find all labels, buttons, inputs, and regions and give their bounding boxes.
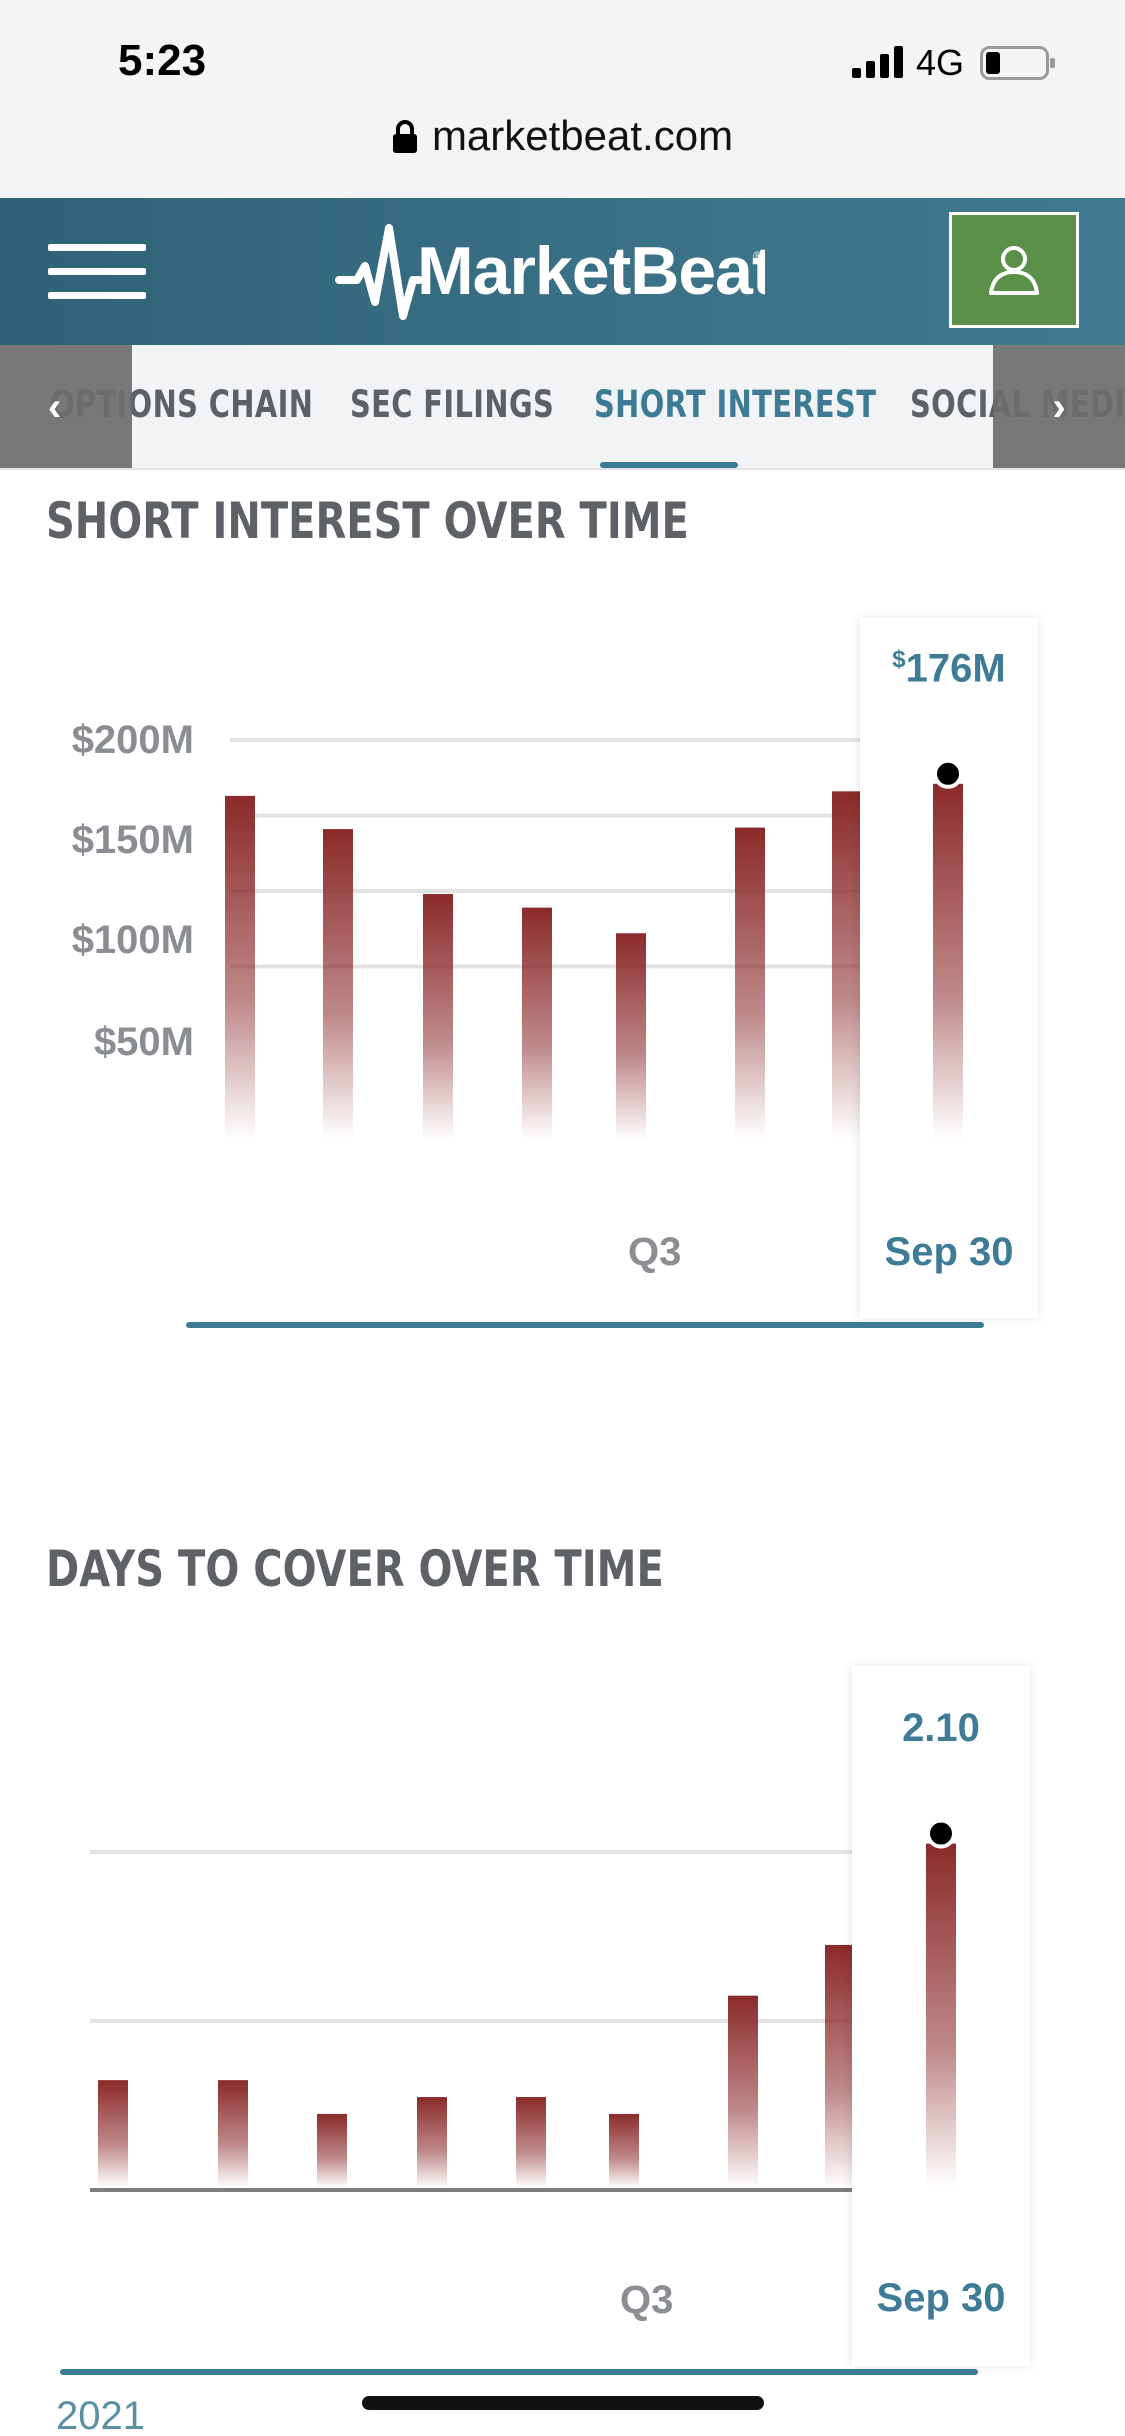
bar bbox=[825, 1944, 855, 2188]
tab-sec-filings[interactable]: SEC FILINGS bbox=[350, 383, 555, 426]
bar bbox=[423, 894, 453, 1140]
year-label: 2021 bbox=[56, 2394, 145, 2436]
chevron-left-icon: ‹ bbox=[48, 385, 62, 429]
bar bbox=[522, 907, 552, 1140]
short-interest-selected-bar-layer bbox=[933, 758, 963, 1140]
chart-range-slider[interactable] bbox=[60, 2369, 978, 2375]
bar bbox=[735, 827, 765, 1140]
selected-point-marker bbox=[933, 758, 963, 789]
tooltip-date: Sep 30 bbox=[884, 1230, 1014, 1274]
tooltip-value: $176M bbox=[892, 646, 1006, 691]
url-text: marketbeat.com bbox=[431, 112, 734, 159]
y-tick-label: $200M bbox=[71, 718, 194, 762]
status-time: 5:23 bbox=[118, 36, 207, 85]
tabs-scroll-left-button[interactable]: ‹ bbox=[0, 345, 132, 468]
selected-point-tooltip: $176M Sep 30 bbox=[860, 618, 1038, 1318]
bar bbox=[728, 1995, 758, 2188]
user-account-button[interactable] bbox=[949, 212, 1079, 328]
site-header: MarketBeat ® bbox=[0, 198, 1125, 345]
brand-text: MarketBeat bbox=[417, 233, 765, 309]
tab-short-interest[interactable]: SHORT INTEREST bbox=[594, 383, 877, 426]
browser-chrome: 5:23 4G marketbeat.com bbox=[0, 0, 1125, 198]
days-to-cover-title: DAYS TO COVER OVER TIME bbox=[46, 1540, 664, 1598]
hamburger-menu-icon[interactable] bbox=[48, 240, 148, 304]
bar bbox=[218, 2080, 248, 2188]
bar bbox=[225, 795, 255, 1140]
marketbeat-logo[interactable]: MarketBeat ® bbox=[335, 214, 765, 324]
y-tick-label: $50M bbox=[93, 1020, 194, 1064]
selected-point-marker bbox=[926, 1818, 956, 1849]
home-indicator bbox=[362, 2396, 764, 2410]
bar bbox=[616, 933, 646, 1140]
svg-text:®: ® bbox=[753, 249, 762, 263]
days-to-cover-selected-bar-layer bbox=[926, 1818, 956, 2188]
battery-icon bbox=[980, 46, 1055, 80]
bar bbox=[609, 2113, 639, 2188]
user-account-icon bbox=[989, 246, 1039, 295]
x-period-label: Q3 bbox=[628, 1230, 682, 1274]
short-interest-title: SHORT INTEREST OVER TIME bbox=[46, 492, 689, 550]
chevron-right-icon: › bbox=[1052, 385, 1066, 429]
bar bbox=[417, 2097, 447, 2188]
selected-bar bbox=[933, 783, 963, 1140]
signal-strength-icon bbox=[852, 46, 903, 78]
tab-bar: OPTIONS CHAIN SEC FILINGS SHORT INTEREST… bbox=[0, 345, 1125, 470]
bar bbox=[516, 2097, 546, 2188]
bar bbox=[323, 829, 353, 1140]
bar bbox=[98, 2080, 128, 2188]
chart-range-slider[interactable] bbox=[186, 1322, 984, 1328]
tooltip-value: 2.10 bbox=[902, 1706, 980, 1750]
active-tab-indicator bbox=[600, 462, 738, 468]
bar bbox=[317, 2113, 347, 2188]
x-period-label: Q3 bbox=[620, 2278, 674, 2322]
address-bar[interactable]: marketbeat.com bbox=[0, 112, 1125, 160]
y-tick-label: $150M bbox=[71, 818, 194, 862]
bar bbox=[832, 791, 862, 1140]
tooltip-date: Sep 30 bbox=[876, 2276, 1006, 2320]
lock-icon bbox=[392, 120, 417, 153]
short-interest-chart[interactable]: $200M $150M $100M $50M Q3 $176M Sep 30 bbox=[0, 600, 1125, 1340]
selected-bar bbox=[926, 1843, 956, 2188]
tabs-scroll-right-button[interactable]: › bbox=[993, 345, 1125, 468]
network-type: 4G bbox=[916, 42, 965, 83]
y-tick-label: $100M bbox=[71, 918, 194, 962]
days-to-cover-chart[interactable]: Q3 2.10 Sep 30 bbox=[0, 1660, 1125, 2380]
